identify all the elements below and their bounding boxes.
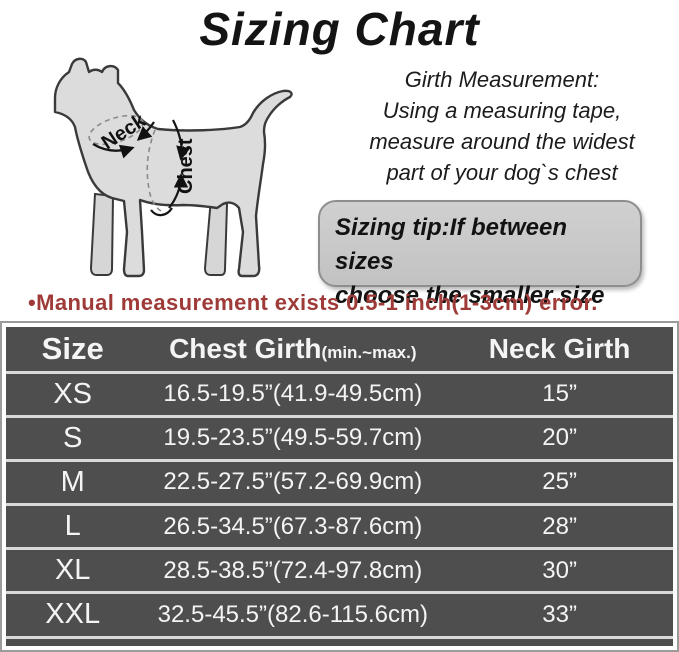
column-header-chest-girth: Chest Girth(min.~max.) — [169, 332, 417, 364]
size-cell: M — [6, 458, 140, 505]
size-cell: XL — [6, 547, 140, 593]
sizing-tip-line: choose the smaller size — [335, 282, 605, 309]
table-header-row: Size Chest Girth(min.~max.) Neck Girth — [6, 327, 673, 372]
neck-girth-cell: 15” — [446, 370, 673, 417]
table-row-xs: XS 16.5-19.5”(41.9-49.5cm) 15” — [6, 370, 673, 417]
table-footer-strip — [6, 635, 673, 646]
size-cell: XS — [6, 370, 140, 417]
table-row-xxl: XXL 32.5-45.5”(82.6-115.6cm) 33” — [6, 591, 673, 637]
girth-instructions-line: Using a measuring tape, — [382, 98, 622, 123]
girth-instructions-line: part of your dog`s chest — [386, 160, 618, 185]
neck-girth-cell: 30” — [446, 547, 673, 593]
column-header-neck-girth: Neck Girth — [488, 332, 631, 364]
chest-girth-annotation: Chest — [146, 119, 197, 217]
table-row-xl: XL 28.5-38.5”(72.4-97.8cm) 30” — [6, 547, 673, 593]
sizing-tip-box: Sizing tip:If between sizes choose the s… — [318, 200, 642, 309]
measurement-error-note: •Manual measurement exists 0.5-1 inch(1-… — [28, 290, 598, 315]
chest-girth-cell: 22.5-27.5”(57.2-69.9cm) — [139, 458, 447, 505]
table-row-s: S 19.5-23.5”(49.5-59.7cm) 20” — [6, 414, 673, 461]
neck-girth-cell: 28” — [446, 502, 673, 549]
size-cell: S — [6, 414, 140, 461]
neck-girth-cell: 20” — [446, 414, 673, 461]
chest-girth-cell: 26.5-34.5”(67.3-87.6cm) — [139, 502, 447, 549]
size-table: Size Chest Girth(min.~max.) Neck Girth X… — [0, 321, 679, 652]
dog-measurement-diagram: Neck Chest — [53, 57, 293, 278]
column-header-size: Size — [41, 330, 104, 366]
dog-far-legs — [89, 192, 229, 276]
size-cell: L — [6, 502, 140, 549]
column-header-chest-subtext: (min.~max.) — [321, 342, 417, 362]
girth-instructions: Girth Measurement: Using a measuring tap… — [328, 64, 676, 188]
page-title: Sizing Chart — [199, 3, 480, 55]
table-row-m: M 22.5-27.5”(57.2-69.9cm) 25” — [6, 458, 673, 505]
size-cell: XXL — [6, 591, 140, 637]
neck-girth-cell: 25” — [446, 458, 673, 505]
table-row-l: L 26.5-34.5”(67.3-87.6cm) 28” — [6, 502, 673, 549]
neck-girth-cell: 33” — [446, 591, 673, 637]
girth-instructions-heading: Girth Measurement: — [404, 67, 600, 92]
girth-instructions-line: measure around the widest — [369, 129, 635, 154]
chest-girth-cell: 16.5-19.5”(41.9-49.5cm) — [139, 370, 447, 417]
chest-girth-cell: 32.5-45.5”(82.6-115.6cm) — [139, 591, 447, 637]
chest-label: Chest — [175, 138, 197, 194]
chest-girth-cell: 28.5-38.5”(72.4-97.8cm) — [139, 547, 447, 593]
chest-girth-cell: 19.5-23.5”(49.5-59.7cm) — [139, 414, 447, 461]
sizing-tip-line: Sizing tip:If between sizes — [335, 214, 567, 275]
dog-silhouette — [53, 57, 293, 278]
